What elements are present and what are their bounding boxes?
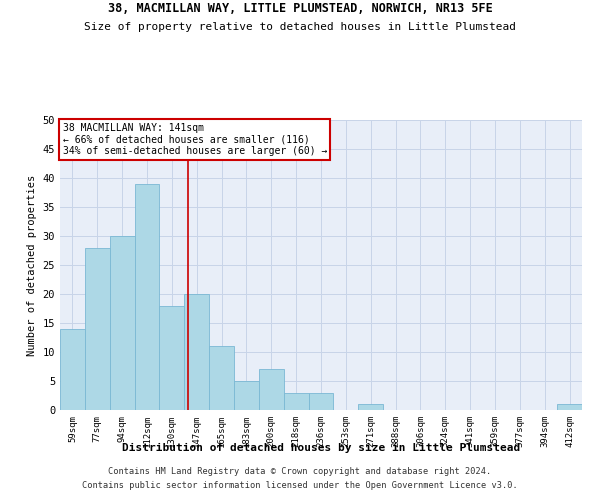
Bar	[308, 392, 334, 410]
Bar	[60, 329, 85, 410]
Bar	[184, 294, 209, 410]
Bar	[284, 392, 308, 410]
Bar	[134, 184, 160, 410]
Bar	[85, 248, 110, 410]
Y-axis label: Number of detached properties: Number of detached properties	[27, 174, 37, 356]
Text: Size of property relative to detached houses in Little Plumstead: Size of property relative to detached ho…	[84, 22, 516, 32]
Bar	[160, 306, 184, 410]
Text: Distribution of detached houses by size in Little Plumstead: Distribution of detached houses by size …	[122, 442, 520, 452]
Text: Contains HM Land Registry data © Crown copyright and database right 2024.: Contains HM Land Registry data © Crown c…	[109, 468, 491, 476]
Bar	[234, 381, 259, 410]
Bar	[259, 370, 284, 410]
Bar	[209, 346, 234, 410]
Bar	[358, 404, 383, 410]
Text: Contains public sector information licensed under the Open Government Licence v3: Contains public sector information licen…	[82, 481, 518, 490]
Bar	[110, 236, 134, 410]
Text: 38, MACMILLAN WAY, LITTLE PLUMSTEAD, NORWICH, NR13 5FE: 38, MACMILLAN WAY, LITTLE PLUMSTEAD, NOR…	[107, 2, 493, 16]
Text: 38 MACMILLAN WAY: 141sqm
← 66% of detached houses are smaller (116)
34% of semi-: 38 MACMILLAN WAY: 141sqm ← 66% of detach…	[62, 123, 327, 156]
Bar	[557, 404, 582, 410]
